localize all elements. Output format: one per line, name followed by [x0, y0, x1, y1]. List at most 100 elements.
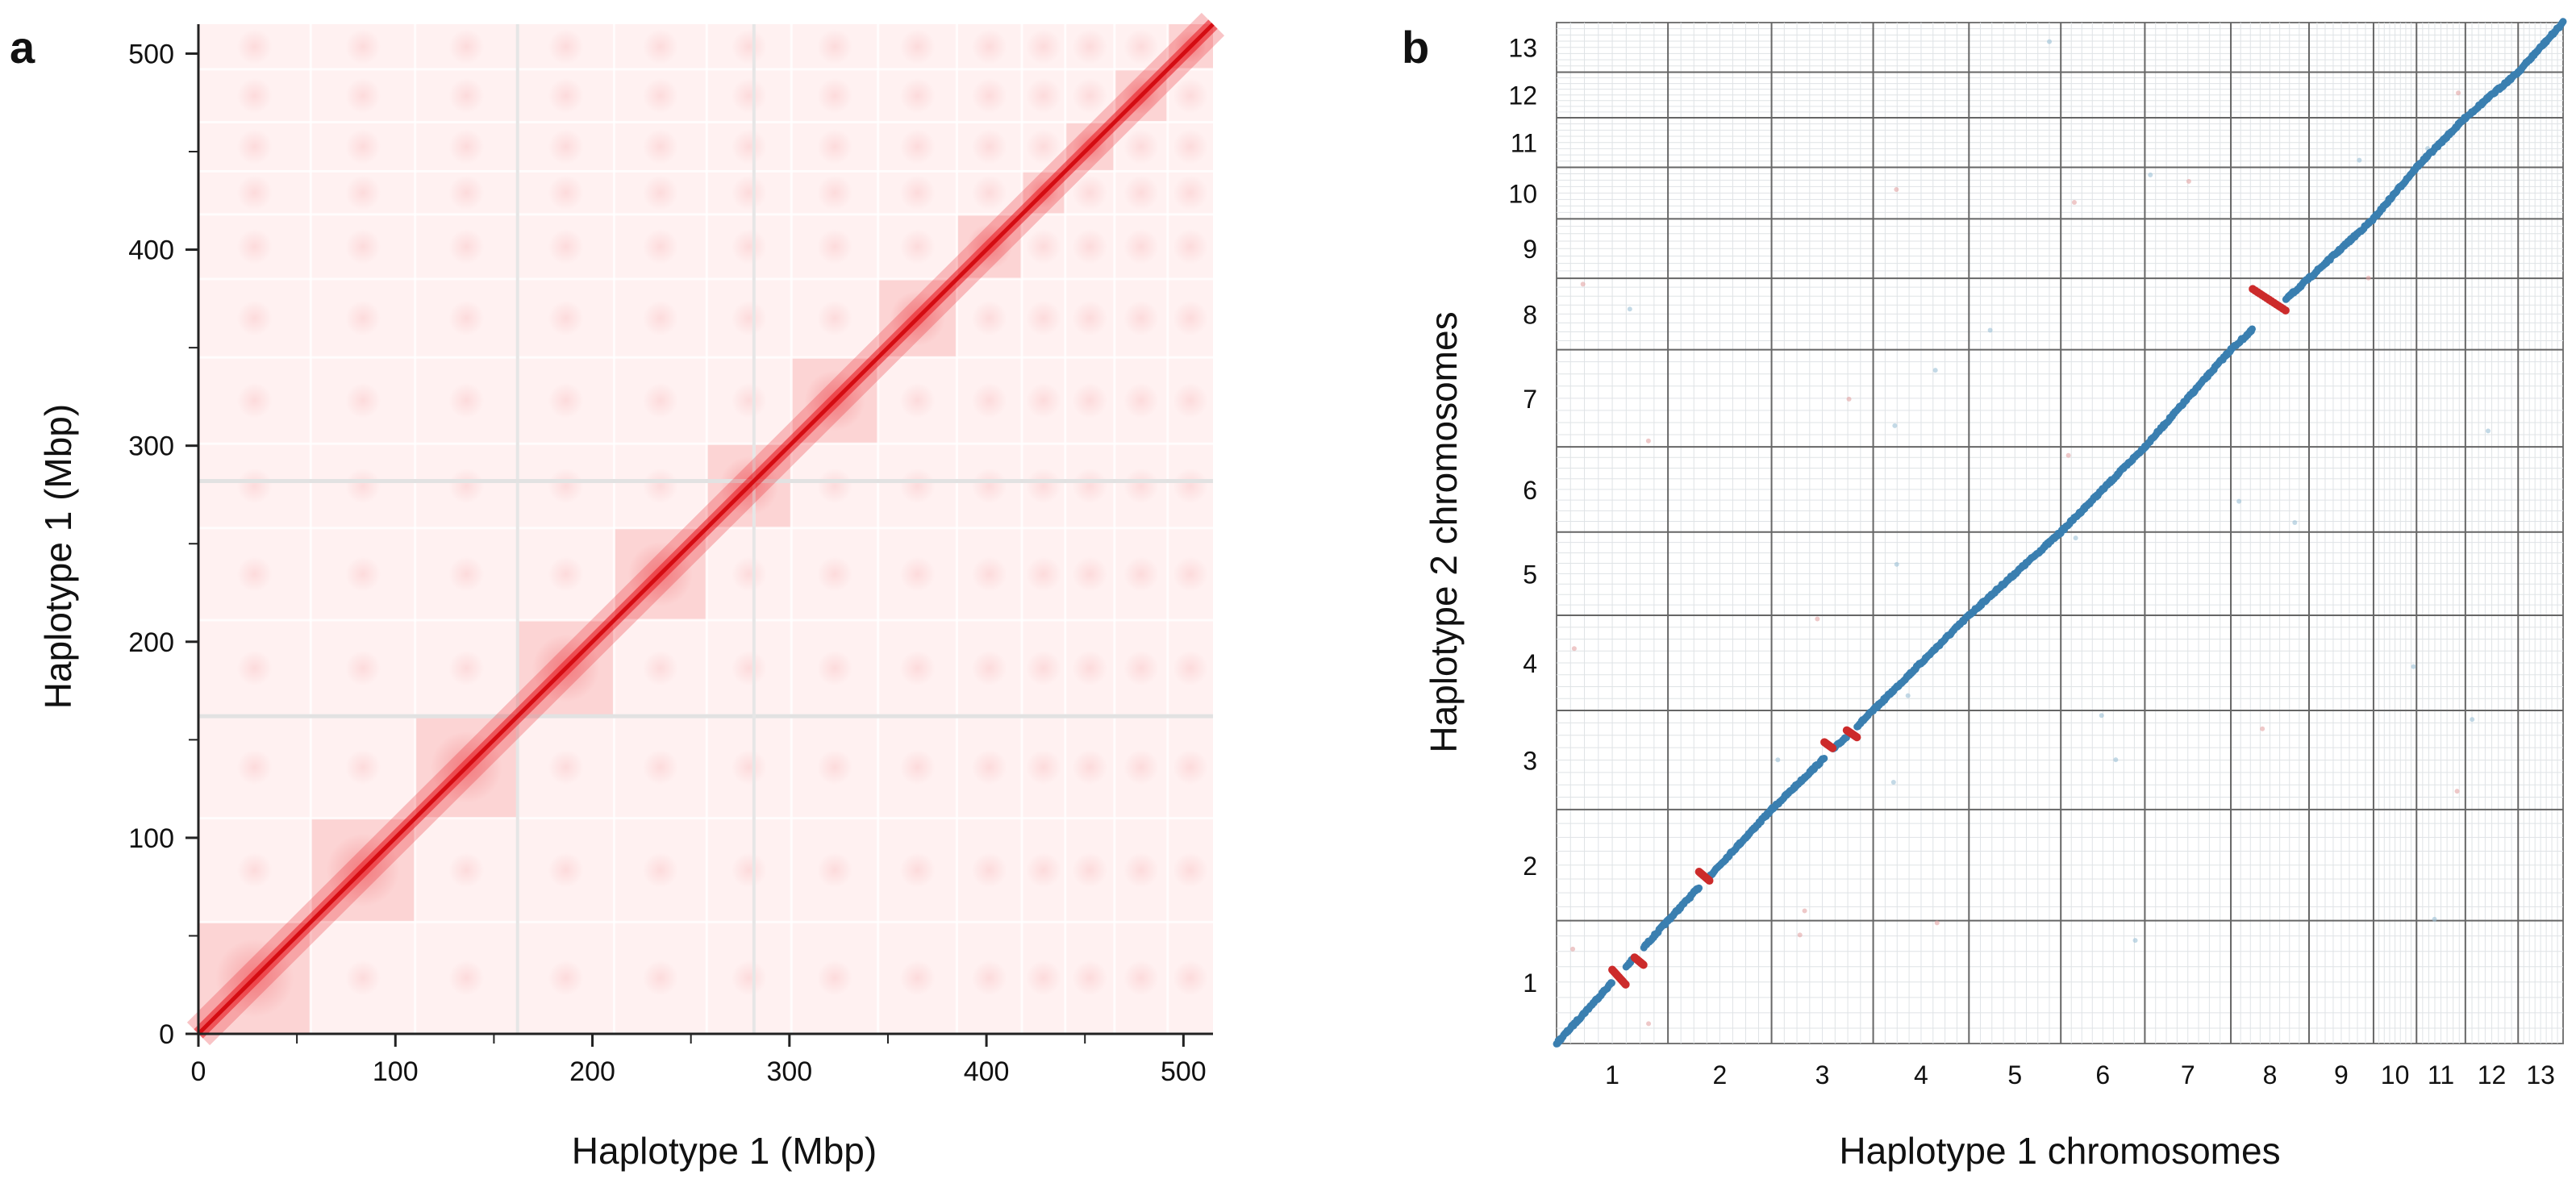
panel-a-axes: [197, 24, 1213, 1035]
spurious-hit: [2132, 938, 2138, 944]
interchromosomal-contact: [816, 852, 852, 889]
spurious-hit: [1987, 327, 1993, 333]
interchromosomal-contact: [971, 852, 1007, 889]
x-chromosome-label: 5: [2007, 1060, 2022, 1089]
interchromosomal-contact: [642, 960, 678, 996]
interchromosomal-contact: [971, 749, 1007, 785]
diagonal-core: [197, 23, 1215, 1035]
interchromosomal-contact: [548, 128, 584, 165]
interchromosomal-contact: [344, 175, 381, 211]
spurious-hit: [1580, 281, 1586, 287]
interchromosomal-contact: [899, 852, 936, 889]
spurious-hit: [1894, 561, 1899, 567]
dotplot-alignment-points: [1553, 18, 2567, 1048]
panel-a-label: a: [10, 22, 35, 73]
interchromosomal-contact: [236, 300, 273, 336]
y-tick-label: 300: [128, 431, 174, 462]
interchromosomal-contact: [899, 228, 936, 265]
x-tick-label: 200: [569, 1056, 615, 1087]
interchromosomal-contact: [1123, 175, 1159, 211]
x-chromosome-label: 7: [2181, 1060, 2195, 1089]
interchromosomal-contact: [731, 28, 767, 65]
interchromosomal-contact: [236, 228, 273, 265]
spurious-hit: [1775, 757, 1781, 763]
interchromosomal-contact: [1172, 556, 1208, 592]
interchromosomal-contact: [1123, 852, 1159, 889]
interchromosomal-contact: [971, 77, 1007, 114]
interchromosomal-contact: [816, 468, 852, 504]
spurious-hit: [2454, 789, 2460, 794]
interchromosomal-contact: [448, 77, 485, 114]
interchromosomal-contact: [1172, 77, 1208, 114]
inversion-point: [1705, 877, 1714, 885]
spurious-hit: [2260, 726, 2265, 731]
interchromosomal-contact: [448, 28, 485, 65]
interchromosomal-contact: [642, 468, 678, 504]
interchromosomal-contact: [1172, 468, 1208, 504]
y-chromosome-label: 12: [1508, 81, 1537, 110]
inversion-point: [2281, 306, 2290, 315]
spurious-hit: [1905, 693, 1911, 698]
interchromosomal-contact: [1123, 749, 1159, 785]
panel-a-y-axis-label: Haplotype 1 (Mbp): [37, 404, 79, 709]
spurious-hit: [2357, 157, 2362, 163]
interchromosomal-contact: [731, 77, 767, 114]
panel-a-x-axis-label: Haplotype 1 (Mbp): [572, 1130, 877, 1172]
interchromosomal-contact: [731, 175, 767, 211]
interchromosomal-contact: [1025, 128, 1061, 165]
spurious-hit: [1627, 306, 1632, 312]
interchromosomal-contact: [642, 852, 678, 889]
interchromosomal-contact: [816, 175, 852, 211]
spurious-hit: [1571, 646, 1577, 652]
interchromosomal-contact: [971, 128, 1007, 165]
spurious-hit: [1797, 932, 1803, 938]
dotplot-scattered-hits: [1570, 39, 2491, 1027]
interchromosomal-contact: [1123, 650, 1159, 686]
y-chromosome-label: 7: [1523, 385, 1537, 414]
interchromosomal-contact: [816, 650, 852, 686]
interchromosomal-contact: [1072, 852, 1108, 889]
panel-b-x-axis-label: Haplotype 1 chromosomes: [1839, 1130, 2280, 1172]
spurious-hit: [1932, 368, 1938, 373]
interchromosomal-contact: [971, 468, 1007, 504]
interchromosomal-contact: [731, 228, 767, 265]
panel-a-x-ticks: 0 100 200 300 400 500: [191, 1034, 1207, 1087]
x-tick-label: 100: [373, 1056, 419, 1087]
spurious-hit: [1890, 780, 1896, 785]
interchromosomal-contact: [1072, 175, 1108, 211]
spurious-hit: [1815, 616, 1820, 622]
spurious-hit: [1934, 920, 1940, 926]
interchromosomal-contact: [448, 128, 485, 165]
interchromosomal-contact: [548, 300, 584, 336]
interchromosomal-contact: [642, 77, 678, 114]
interchromosomal-contact: [448, 556, 485, 592]
interchromosomal-contact: [1072, 960, 1108, 996]
interchromosomal-contact: [899, 128, 936, 165]
interchromosomal-contact: [971, 382, 1007, 419]
interchromosomal-contact: [1072, 556, 1108, 592]
interchromosomal-contact: [816, 128, 852, 165]
interchromosomal-contact: [1172, 382, 1208, 419]
interchromosomal-contact: [816, 749, 852, 785]
spurious-hit: [1802, 908, 1807, 914]
interchromosomal-contact: [548, 749, 584, 785]
interchromosomal-contact: [548, 175, 584, 211]
spurious-hit: [2186, 178, 2191, 184]
interchromosomal-contact: [899, 382, 936, 419]
interchromosomal-contact: [731, 852, 767, 889]
interchromosomal-contact: [642, 749, 678, 785]
interchromosomal-contact: [344, 228, 381, 265]
interchromosomal-contact: [1072, 77, 1108, 114]
interchromosomal-contact: [1123, 128, 1159, 165]
interchromosomal-contact: [1072, 749, 1108, 785]
interchromosomal-contact: [448, 382, 485, 419]
interchromosomal-contact: [1025, 382, 1061, 419]
interchromosomal-contact: [642, 175, 678, 211]
x-chromosome-label: 1: [1605, 1060, 1619, 1089]
interchromosomal-contact: [548, 852, 584, 889]
interchromosomal-contact: [344, 749, 381, 785]
interchromosomal-contact: [344, 556, 381, 592]
interchromosomal-contact: [548, 382, 584, 419]
x-chromosome-label: 9: [2334, 1060, 2349, 1089]
interchromosomal-contact: [1123, 382, 1159, 419]
